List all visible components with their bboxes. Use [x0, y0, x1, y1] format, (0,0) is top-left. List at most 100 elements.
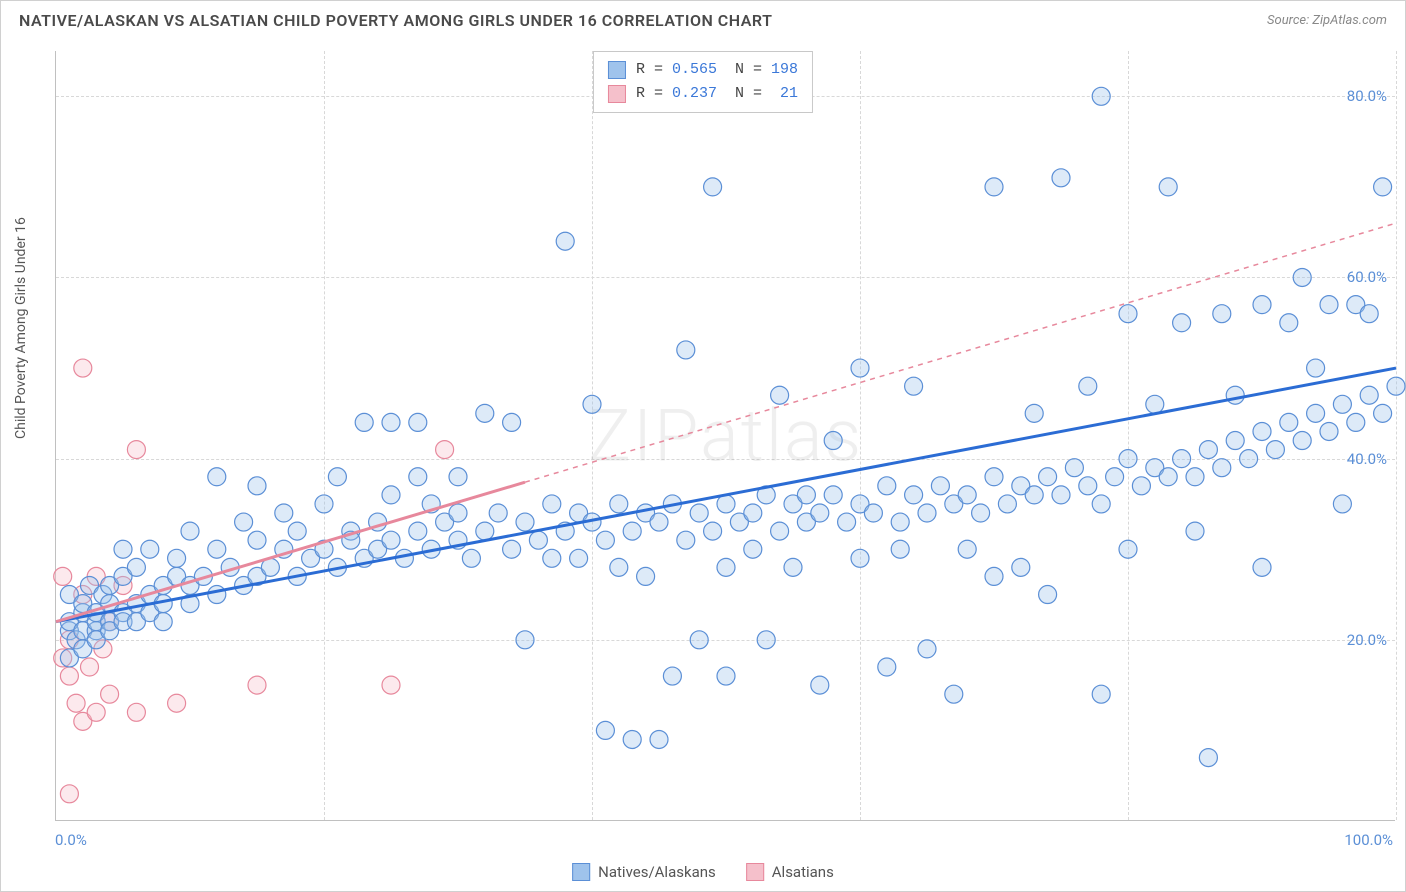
data-point: [54, 567, 72, 585]
data-point: [154, 613, 172, 631]
legend-stats-row: R = 0.237 N = 21: [608, 82, 798, 106]
data-point: [958, 486, 976, 504]
data-point: [1052, 486, 1070, 504]
legend-swatch: [608, 85, 626, 103]
data-point: [1092, 495, 1110, 513]
data-point: [1213, 305, 1231, 323]
data-point: [328, 468, 346, 486]
data-point: [1240, 450, 1258, 468]
data-point: [1293, 268, 1311, 286]
data-point: [462, 549, 480, 567]
legend-series: Natives/AlaskansAlsatians: [572, 863, 834, 881]
data-point: [208, 468, 226, 486]
data-point: [1039, 468, 1057, 486]
data-point: [1159, 468, 1177, 486]
data-point: [101, 685, 119, 703]
data-point: [690, 504, 708, 522]
x-tick-min: 0.0%: [55, 831, 87, 849]
data-point: [1320, 296, 1338, 314]
data-point: [1253, 422, 1271, 440]
data-point: [583, 395, 601, 413]
data-point: [891, 540, 909, 558]
data-point: [60, 785, 78, 803]
data-point: [596, 721, 614, 739]
legend-series-item: Alsatians: [746, 863, 834, 881]
data-point: [1012, 558, 1030, 576]
data-point: [1173, 450, 1191, 468]
data-point: [1119, 540, 1137, 558]
data-point: [516, 631, 534, 649]
data-point: [235, 513, 253, 531]
data-point: [1146, 395, 1164, 413]
data-point: [878, 658, 896, 676]
data-point: [127, 441, 145, 459]
legend-stats-box: R = 0.565 N = 198R = 0.237 N = 21: [593, 51, 813, 113]
data-point: [811, 676, 829, 694]
data-point: [610, 558, 628, 576]
data-point: [1280, 413, 1298, 431]
data-point: [1307, 404, 1325, 422]
data-point: [315, 495, 333, 513]
data-point: [248, 477, 266, 495]
data-point: [677, 531, 695, 549]
data-point: [972, 504, 990, 522]
legend-swatch: [608, 61, 626, 79]
trend-line-extrapolated: [525, 223, 1396, 482]
data-point: [596, 531, 614, 549]
data-point: [918, 640, 936, 658]
data-point: [905, 377, 923, 395]
data-point: [690, 631, 708, 649]
data-point: [127, 703, 145, 721]
data-point: [1307, 359, 1325, 377]
data-point: [1159, 178, 1177, 196]
data-point: [1226, 432, 1244, 450]
data-point: [1173, 314, 1191, 332]
data-point: [771, 386, 789, 404]
data-point: [503, 540, 521, 558]
data-point: [905, 486, 923, 504]
data-point: [556, 232, 574, 250]
data-point: [503, 413, 521, 431]
data-point: [717, 558, 735, 576]
data-point: [288, 522, 306, 540]
data-point: [168, 694, 186, 712]
data-point: [516, 513, 534, 531]
data-point: [1374, 404, 1392, 422]
data-point: [985, 567, 1003, 585]
data-point: [1199, 749, 1217, 767]
data-point: [1253, 558, 1271, 576]
data-point: [275, 504, 293, 522]
data-point: [1293, 432, 1311, 450]
chart-container: NATIVE/ALASKAN VS ALSATIAN CHILD POVERTY…: [0, 0, 1406, 892]
grid-line-vertical: [1396, 51, 1397, 820]
data-point: [824, 486, 842, 504]
data-point: [851, 359, 869, 377]
data-point: [436, 441, 454, 459]
data-point: [878, 477, 896, 495]
data-point: [637, 567, 655, 585]
legend-stats-text: R = 0.565 N = 198: [636, 58, 798, 82]
data-point: [1119, 305, 1137, 323]
legend-series-label: Alsatians: [772, 863, 834, 881]
data-point: [114, 540, 132, 558]
data-point: [208, 540, 226, 558]
data-point: [704, 178, 722, 196]
data-point: [998, 495, 1016, 513]
data-point: [650, 513, 668, 531]
data-point: [382, 486, 400, 504]
data-point: [744, 540, 762, 558]
data-point: [1387, 377, 1405, 395]
data-point: [918, 504, 936, 522]
data-point: [1333, 395, 1351, 413]
source-attribution: Source: ZipAtlas.com: [1267, 13, 1387, 28]
x-tick-max: 100.0%: [1344, 831, 1393, 849]
data-point: [623, 522, 641, 540]
data-point: [449, 468, 467, 486]
data-point: [409, 413, 427, 431]
data-point: [1186, 522, 1204, 540]
data-point: [704, 522, 722, 540]
data-point: [1079, 377, 1097, 395]
data-point: [623, 730, 641, 748]
data-point: [168, 549, 186, 567]
data-point: [67, 694, 85, 712]
